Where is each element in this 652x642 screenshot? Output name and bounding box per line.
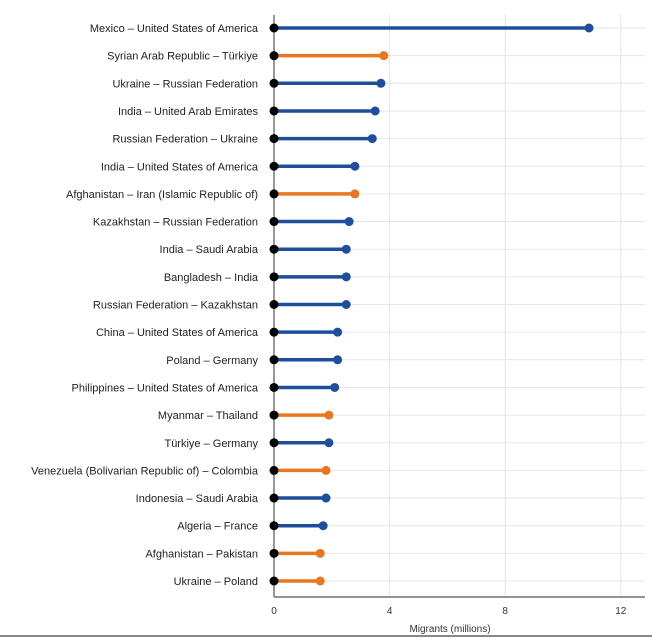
x-tick-label: 12 — [615, 606, 627, 617]
category-label: Indonesia – Saudi Arabia — [136, 493, 259, 505]
lollipop-end-point — [376, 78, 386, 88]
category-label: Russian Federation – Kazakhstan — [93, 300, 258, 312]
lollipop-start-point — [269, 23, 279, 33]
lollipop-end-point — [367, 134, 377, 144]
category-label: Philippines – United States of America — [72, 382, 259, 394]
lollipop-end-point — [379, 51, 389, 61]
lollipop-start-point — [269, 438, 279, 448]
category-label: Venezuela (Bolivarian Republic of) – Col… — [31, 465, 259, 477]
category-label: Afghanistan – Pakistan — [145, 548, 258, 560]
category-label: Poland – Germany — [166, 355, 258, 367]
lollipop-start-point — [269, 382, 279, 392]
lollipop-start-point — [269, 465, 279, 475]
lollipop-start-point — [269, 106, 279, 116]
lollipop-end-point — [315, 548, 325, 558]
lollipop-start-point — [269, 244, 279, 254]
lollipop-start-point — [269, 161, 279, 171]
lollipop-end-point — [341, 300, 351, 309]
category-label: Ukraine – Russian Federation — [112, 78, 258, 90]
lollipop-start-point — [269, 410, 279, 420]
lollipop-end-point — [350, 161, 360, 171]
x-tick-label: 8 — [502, 606, 508, 617]
lollipop-start-point — [269, 327, 279, 337]
lollipop-end-point — [318, 521, 328, 531]
category-label: Bangladesh – India — [164, 272, 259, 284]
lollipop-end-point — [315, 576, 325, 586]
category-label: Russian Federation – Ukraine — [112, 134, 258, 146]
lollipop-start-point — [269, 51, 279, 61]
category-label: Mexico – United States of America — [90, 23, 259, 35]
lollipop-start-point — [269, 300, 279, 309]
lollipop-end-point — [370, 106, 380, 116]
lollipop-start-point — [269, 78, 279, 88]
lollipop-end-point — [324, 410, 334, 420]
lollipop-start-point — [269, 189, 279, 199]
lollipop-start-point — [269, 576, 279, 586]
category-label: Ukraine – Poland — [174, 576, 258, 588]
category-label: India – Saudi Arabia — [160, 244, 259, 256]
x-tick-label: 0 — [271, 606, 277, 617]
category-label: India – United Arab Emirates — [118, 106, 259, 118]
lollipop-end-point — [330, 382, 340, 392]
category-label: Afghanistan – Iran (Islamic Republic of) — [66, 189, 258, 201]
lollipop-end-point — [341, 272, 351, 282]
category-label: Algeria – France — [177, 521, 258, 533]
category-label: Myanmar – Thailand — [158, 410, 258, 422]
category-label: India – United States of America — [101, 161, 259, 173]
lollipop-end-point — [341, 244, 351, 254]
lollipop-start-point — [269, 521, 279, 531]
lollipop-end-point — [333, 327, 343, 337]
lollipop-end-point — [321, 465, 331, 475]
lollipop-start-point — [269, 217, 279, 227]
lollipop-end-point — [321, 493, 331, 503]
lollipop-end-point — [333, 355, 343, 365]
lollipop-start-point — [269, 548, 279, 558]
lollipop-start-point — [269, 355, 279, 365]
lollipop-end-point — [584, 23, 594, 33]
lollipop-start-point — [269, 493, 279, 503]
category-label: Kazakhstan – Russian Federation — [93, 217, 258, 229]
x-axis-title: Migrants (millions) — [409, 624, 490, 635]
category-label: China – United States of America — [96, 327, 259, 339]
lollipop-start-point — [269, 272, 279, 282]
category-label: Türkiye – Germany — [164, 438, 258, 450]
lollipop-end-point — [324, 438, 334, 448]
lollipop-end-point — [350, 189, 360, 199]
x-tick-label: 4 — [387, 606, 393, 617]
category-label: Syrian Arab Republic – Türkiye — [107, 51, 258, 63]
lollipop-start-point — [269, 134, 279, 144]
lollipop-end-point — [344, 217, 354, 227]
